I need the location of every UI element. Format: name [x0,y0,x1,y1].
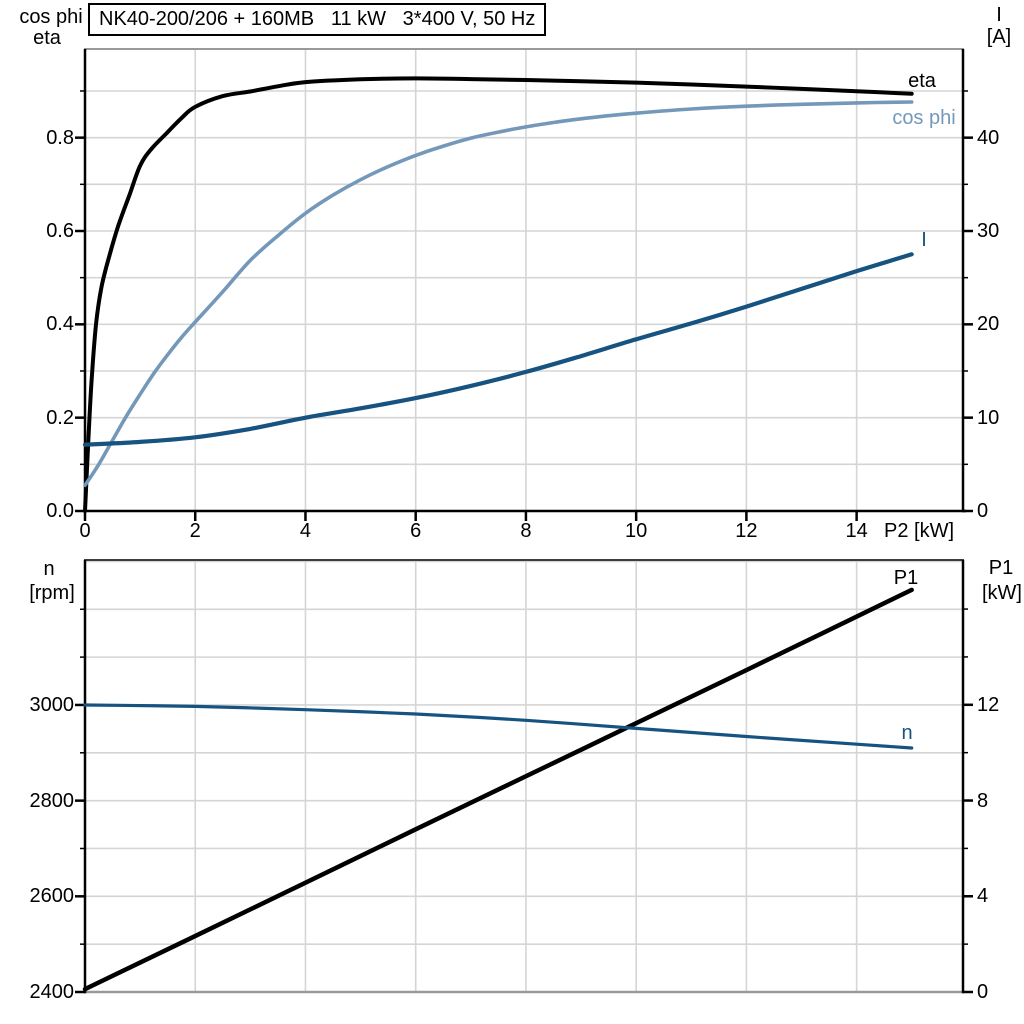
bottom-left-axis-tick-label: 2800 [29,789,75,812]
top-right-axis-tick-label: 0 [977,500,989,522]
top-right-axis-title-ampere-unit: [A] [986,26,1012,48]
bottom-right-axis-tick-label: 0 [977,981,989,1003]
bottom-right-axis-tick-label: 4 [977,885,989,908]
top-x-axis-tick-label: 10 [625,520,648,542]
curve-label-p1: P1 [893,567,919,589]
top-x-axis-tick-label: 6 [410,520,422,542]
bottom-right-axis-title-kw-unit: [kW] [982,582,1022,604]
top-x-axis-tick-label: 4 [299,520,312,542]
curve-p1 [82,587,914,992]
bottom-right-axis-tick-label: 12 [977,693,1000,716]
top-right-axis-title-current: I [996,4,1002,26]
bottom-left-axis-title-n: n [43,558,55,580]
top-right-axis-tick-label: 10 [977,406,1000,429]
top-x-axis-tick-label: 14 [845,520,868,542]
curve-label-n: n [901,722,913,744]
top-left-axis-tick-label: 0.0 [46,500,74,522]
chart-title: NK40-200/206 + 160MB 11 kW 3*400 V, 50 H… [99,8,536,30]
top-right-axis-tick-label: 40 [977,126,1000,149]
curve-label-eta: eta [908,70,936,92]
bottom-left-axis-tick-label: 2400 [29,981,75,1003]
top-left-axis-title-eta: eta [33,27,61,49]
curve-cos-phi [83,100,914,488]
bottom-left-axis-title-rpm-unit: [rpm] [29,582,75,604]
curve-eta [83,76,914,513]
top-x-axis-tick-label: 0 [79,520,91,542]
top-left-axis-title-cos-phi: cos phi [19,6,83,28]
curve-current [82,252,914,447]
top-left-axis-tick-label: 0.6 [46,220,74,242]
top-right-axis-tick-label: 30 [977,220,1000,242]
x-axis-title-p2: P2 [kW] [884,520,955,542]
bottom-right-axis-title-p1: P1 [988,557,1014,579]
top-x-axis-tick-label: 2 [189,520,201,542]
curve-label-current: I [921,229,927,251]
top-right-axis-tick-label: 20 [977,313,1000,336]
bottom-right-axis-tick-label: 8 [977,789,989,812]
chart-title-box: NK40-200/206 + 160MB 11 kW 3*400 V, 50 H… [88,3,547,36]
curve-n [83,703,914,750]
bottom-left-axis-tick-label: 3000 [29,693,75,716]
bottom-left-axis-tick-label: 2600 [29,885,75,908]
top-left-axis-tick-label: 0.8 [46,126,74,149]
top-x-axis-tick-label: 8 [520,520,532,542]
top-left-axis-tick-label: 0.2 [46,406,74,429]
top-left-axis-tick-label: 0.4 [46,313,74,336]
curve-label-cos-phi: cos phi [892,107,956,129]
top-x-axis-tick-label: 12 [735,520,758,542]
